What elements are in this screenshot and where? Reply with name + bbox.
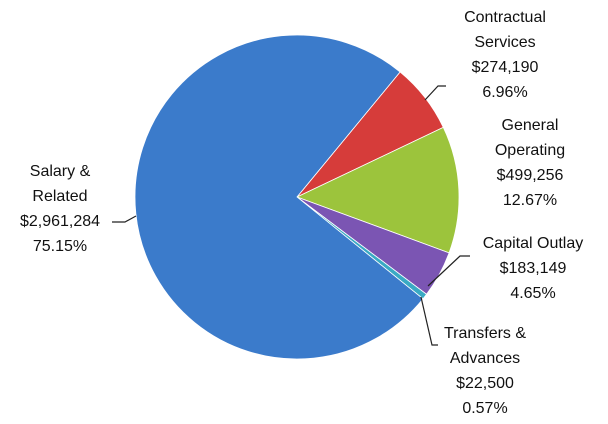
leader-line (427, 255, 470, 287)
pie-slice (295, 126, 460, 254)
amount-label: $183,149 (499, 260, 567, 277)
amount-label: $499,256 (496, 167, 564, 184)
leader-line (424, 85, 446, 101)
slice-label: Salary & Related $2,961,284 75.15% (10, 159, 110, 259)
category-label: Salary & Related (29, 163, 91, 205)
leader-line (112, 215, 137, 223)
slice-label: Transfers & Advances $22,500 0.57% (425, 321, 545, 421)
pie-slice (134, 34, 424, 360)
amount-label: $2,961,284 (19, 213, 101, 230)
percent-label: 75.15% (32, 238, 88, 255)
category-label: Contractual Services (464, 9, 546, 51)
percent-label: 0.57% (462, 400, 508, 417)
category-label: Transfers & Advances (443, 325, 527, 367)
category-label: General Operating (494, 117, 566, 159)
percent-label: 6.96% (482, 84, 528, 101)
slice-label: General Operating $499,256 12.67% (470, 113, 590, 213)
percent-label: 4.65% (510, 285, 556, 302)
slice-label: Contractual Services $274,190 6.96% (445, 5, 565, 105)
leader-line (420, 296, 438, 346)
percent-label: 12.67% (502, 192, 558, 209)
amount-label: $274,190 (471, 59, 539, 76)
amount-label: $22,500 (456, 375, 514, 392)
category-label: Capital Outlay (482, 235, 584, 252)
slice-label: Capital Outlay $183,149 4.65% (458, 231, 608, 306)
